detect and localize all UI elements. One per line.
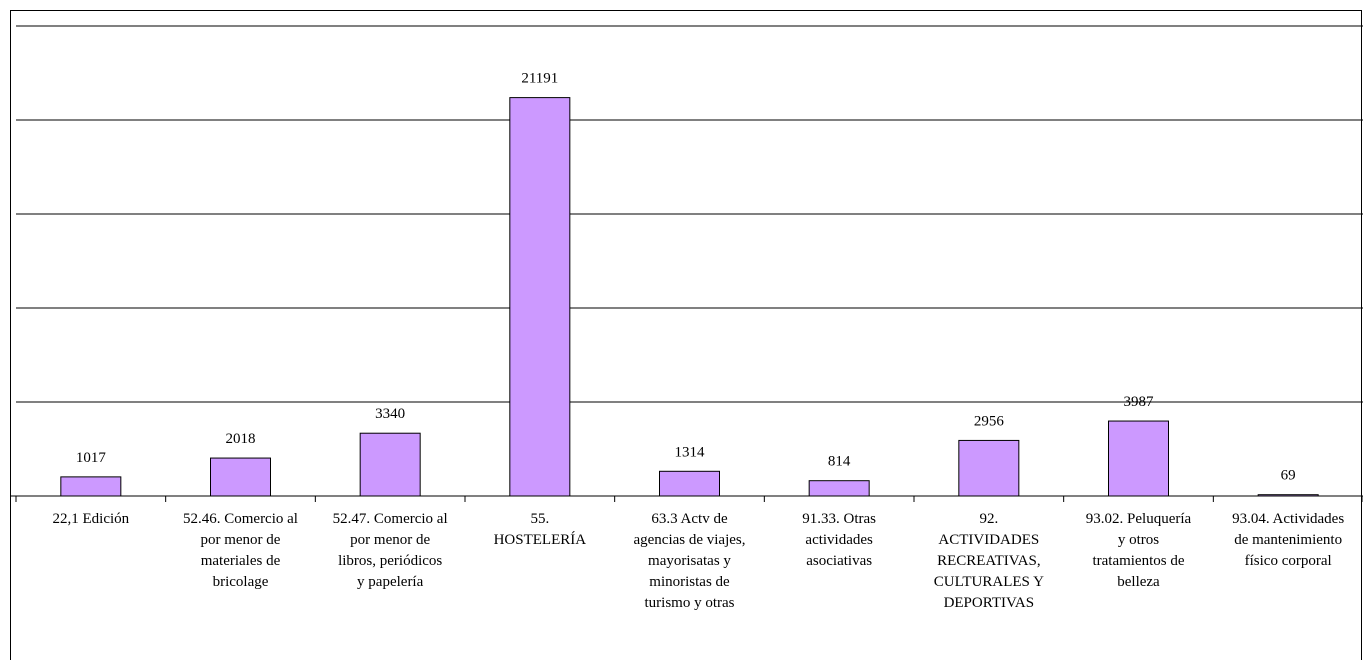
data-label: 21191 — [521, 71, 558, 87]
category-label-line: turismo y otras — [644, 595, 735, 611]
category-label-line: 93.02. Peluquería — [1085, 511, 1192, 527]
category-label-line: agencias de viajes, — [633, 532, 746, 548]
category-label-line: libros, periódicos — [338, 553, 443, 569]
category-label-line: actividades — [805, 532, 873, 548]
data-label: 814 — [828, 454, 851, 470]
data-label: 1314 — [675, 444, 706, 460]
bar — [509, 97, 571, 497]
category-label: 52.47. Comercio al por menor de libros, pe… — [315, 509, 465, 593]
bar — [359, 432, 421, 497]
category-label-line: tratamientos de — [1092, 553, 1185, 569]
category-label-line: CULTURALES Y — [933, 574, 1044, 590]
category-label-line: DEPORTIVAS — [943, 595, 1035, 611]
category-label: 91.33. Otras actividades asociativas — [764, 509, 914, 572]
category-label-line: asociativas — [806, 553, 873, 569]
category-label-line: 63.3 Actv de — [651, 511, 728, 527]
data-label: 69 — [1281, 468, 1296, 484]
category-label-line: físico corporal — [1244, 553, 1332, 569]
category-label-line: mayorisatas y — [648, 553, 731, 569]
category-label-line: y otros — [1117, 532, 1160, 548]
data-label: 2956 — [974, 413, 1005, 429]
bar — [659, 470, 720, 497]
category-label-line: por menor de — [200, 532, 281, 548]
category-label: 22,1 Edición — [16, 509, 166, 530]
data-label: 3987 — [1124, 394, 1155, 410]
bar — [210, 457, 271, 497]
data-label: 2018 — [226, 431, 256, 447]
category-label-line: y papelería — [357, 574, 424, 590]
bar — [1257, 494, 1319, 497]
category-label-line: 91.33. Otras — [802, 511, 877, 527]
category-label: 52.46. Comercio al por menor de materiales… — [166, 509, 316, 593]
category-label-line: 55. — [530, 511, 550, 527]
bar — [958, 439, 1020, 497]
category-label-line: por menor de — [350, 532, 431, 548]
category-label-line: RECREATIVAS, — [937, 553, 1041, 569]
category-label-line: bricolage — [212, 574, 269, 590]
category-label-line: 22,1 Edición — [52, 511, 130, 527]
category-label-line: 52.46. Comercio al — [182, 511, 298, 527]
category-label-line: 92. — [979, 511, 999, 527]
category-label-line: minoristas de — [649, 574, 730, 590]
category-label-line: ACTIVIDADES — [938, 532, 1040, 548]
category-label-line: belleza — [1117, 574, 1160, 590]
bar-chart: 1017 2018 3340 21191 1314 814 2956 3987 69 — [11, 25, 1363, 502]
category-label: 63.3 Actv de agencias de viajes, mayorisat… — [615, 509, 765, 614]
category-label-line: HOSTELERÍA — [493, 532, 587, 548]
category-label-line: de mantenimiento — [1234, 532, 1343, 548]
category-label: 92. ACTIVIDADES RECREATIVAS, CULTURALES Y DE… — [914, 509, 1064, 614]
category-label-line: 52.47. Comercio al — [332, 511, 448, 527]
category-label: 93.04. Actividades de mantenimiento físico… — [1213, 509, 1363, 572]
data-label: 1017 — [76, 450, 107, 466]
chart-container: 1017 2018 3340 21191 1314 814 2956 3987 69 22,1 … — [10, 10, 1363, 660]
category-label: 93.02. Peluquería y otros tratamientos de b… — [1064, 509, 1214, 593]
data-label: 3340 — [375, 406, 405, 422]
category-label-line: materiales de — [200, 553, 281, 569]
bar — [808, 480, 870, 497]
category-label: 55. HOSTELERÍA — [465, 509, 615, 551]
bar — [60, 476, 122, 497]
bar — [1108, 420, 1169, 497]
category-label-line: 93.04. Actividades — [1232, 511, 1345, 527]
